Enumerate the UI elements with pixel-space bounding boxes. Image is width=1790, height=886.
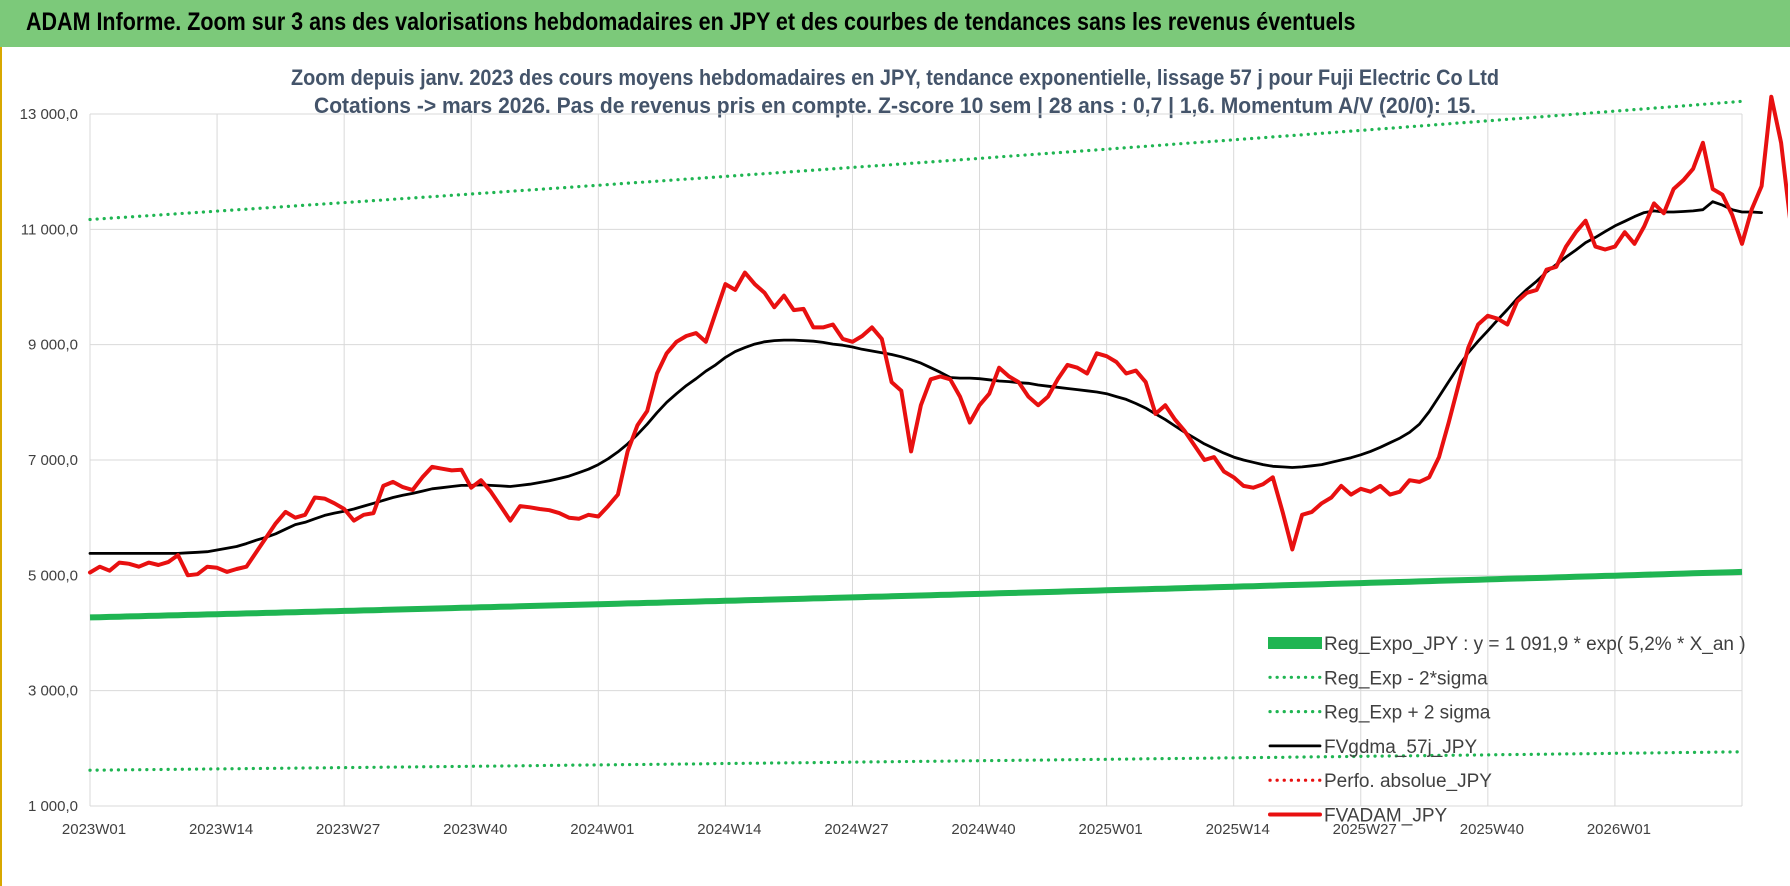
x-tick-label: 2025W27 (1333, 821, 1397, 838)
x-tick-label: 2025W40 (1460, 821, 1524, 838)
chart-title: Zoom depuis janv. 2023 des cours moyens … (291, 65, 1499, 90)
x-tick-label: 2026W01 (1587, 821, 1651, 838)
banner-title: ADAM Informe. Zoom sur 3 ans des valoris… (26, 8, 1356, 36)
chart-series (88, 94, 1788, 772)
x-tick-label: 2024W40 (951, 821, 1015, 838)
y-axis-ticks: 1 000,0 3 000,0 5 000,0 7 000,0 9 000,0 11 00… (20, 106, 78, 815)
report-banner: ADAM Informe. Zoom sur 3 ans des valoris… (0, 0, 1790, 47)
chart-grid (89, 113, 1743, 807)
y-tick-label: 5 000,0 (28, 567, 78, 584)
series-line-1 (88, 750, 1744, 772)
y-tick-label: 9 000,0 (28, 337, 78, 354)
legend-label: Reg_Exp + 2 sigma (1324, 703, 1491, 724)
chart-legend: Reg_Expo_JPY : y = 1 091,9 * exp( 5,2% *… (1268, 634, 1746, 827)
y-tick-label: 7 000,0 (28, 452, 78, 469)
series-line-3 (88, 200, 1763, 555)
series-line-0 (89, 568, 1743, 621)
chart-area: Zoom depuis janv. 2023 des cours moyens … (0, 47, 1790, 886)
series-line-2 (88, 99, 1744, 222)
legend-label: FVADAM_JPY (1324, 806, 1448, 827)
x-tick-label: 2025W14 (1206, 821, 1270, 838)
x-tick-label: 2024W27 (824, 821, 888, 838)
y-tick-label: 11 000,0 (21, 221, 78, 238)
x-tick-label: 2023W27 (316, 821, 380, 838)
x-tick-label: 2025W01 (1079, 821, 1143, 838)
x-tick-label: 2024W14 (697, 821, 761, 838)
x-axis-ticks: 2023W01 2023W14 2023W27 2023W40 2024W01 2024W… (62, 821, 1651, 838)
series-line-5 (88, 94, 1788, 578)
x-tick-label: 2024W01 (570, 821, 634, 838)
legend-label: Reg_Expo_JPY : y = 1 091,9 * exp( 5,2% *… (1324, 634, 1746, 655)
y-tick-label: 13 000,0 (20, 106, 78, 123)
legend-label: Perfo. absolue_JPY (1324, 771, 1492, 792)
x-tick-label: 2023W40 (443, 821, 507, 838)
x-tick-label: 2023W01 (62, 821, 126, 838)
x-tick-label: 2023W14 (189, 821, 253, 838)
legend-label: FVgdma_57j_JPY (1324, 737, 1477, 758)
y-tick-label: 3 000,0 (28, 683, 78, 700)
y-tick-label: 1 000,0 (28, 798, 78, 815)
legend-label: Reg_Exp - 2*sigma (1324, 668, 1488, 689)
line-chart: Zoom depuis janv. 2023 des cours moyens … (20, 65, 1788, 838)
